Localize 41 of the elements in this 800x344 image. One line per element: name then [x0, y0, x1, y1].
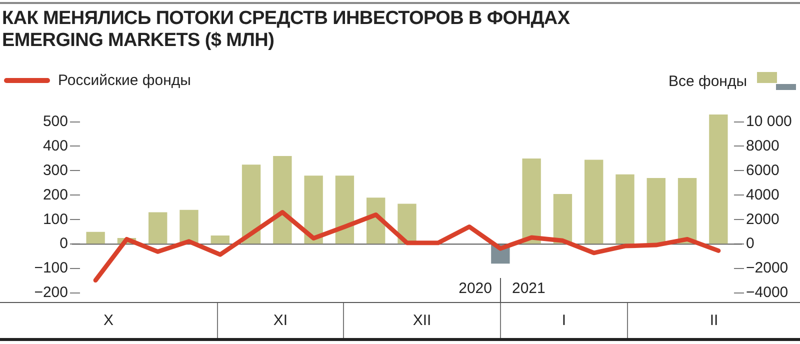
y2-tick-label: 10 000: [746, 112, 792, 130]
annotation: 2020: [458, 280, 492, 297]
text: I: [500, 303, 627, 338]
chart-title: КАК МЕНЯЛИСЬ ПОТОКИ СРЕДСТВ ИНВЕСТОРОВ В ФОНДАХ EMERGING MARKETS ($ МЛН): [2, 8, 571, 52]
bar: [646, 178, 666, 244]
y2-tick-label: 2000: [746, 210, 780, 228]
text: XI: [217, 303, 343, 338]
y-tick-label: 0: [60, 235, 68, 252]
bar: [210, 236, 230, 244]
y2-tick-label: −2000: [746, 260, 788, 277]
bar: [616, 174, 634, 244]
y-tick-label: 200: [42, 186, 68, 204]
y-tick-label: 300: [42, 162, 68, 179]
bar: [335, 176, 354, 244]
bar: [273, 156, 292, 244]
text: Все фонды: [668, 72, 747, 90]
bar: [242, 164, 261, 244]
y2-tick-label: −4000: [746, 284, 788, 302]
y2-tick-label: 4000: [746, 186, 780, 204]
legend-label: Российские фонды: [58, 72, 191, 89]
y-tick-label: 400: [42, 137, 68, 154]
y2-tick-label: 0: [746, 235, 754, 252]
text: II: [627, 303, 800, 338]
bar: [678, 178, 697, 244]
bar: [148, 212, 168, 244]
text: X: [102, 311, 114, 331]
bar: [553, 194, 572, 244]
y-tick-label: −200: [34, 284, 68, 302]
y-tick-label: −100: [34, 260, 68, 277]
annotation: 2021: [512, 280, 546, 297]
bar: [522, 158, 541, 244]
bar: [86, 232, 105, 244]
bar: [709, 114, 728, 244]
bar: [304, 176, 323, 244]
y-tick-label: 500: [42, 112, 68, 130]
bar: [584, 160, 604, 244]
text: XII: [343, 303, 500, 338]
y-tick-label: 100: [42, 210, 68, 228]
y2-tick-label: 8000: [746, 137, 780, 154]
y2-tick-label: 6000: [746, 162, 780, 179]
bar: [180, 210, 198, 244]
